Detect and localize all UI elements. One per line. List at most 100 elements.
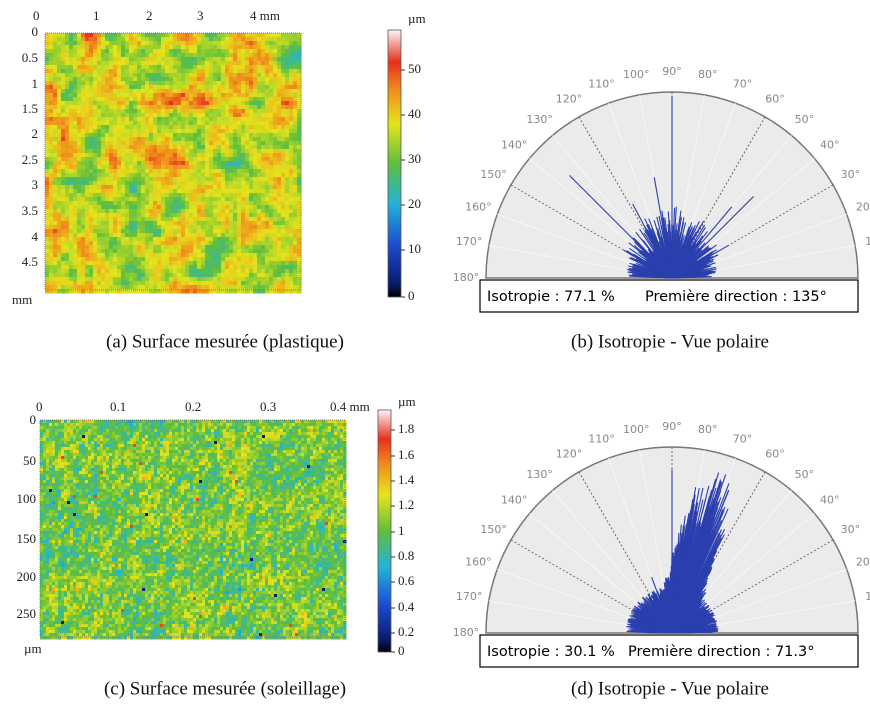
surface-cell (265, 289, 270, 294)
surface-cell (141, 149, 146, 154)
surface-cell (273, 101, 278, 106)
surface-cell (269, 149, 274, 154)
surface-cell (57, 205, 62, 210)
surface-cell (173, 173, 178, 178)
surface-cell (177, 217, 182, 222)
surface-cell (57, 257, 62, 262)
surface-cell (261, 37, 266, 42)
surface-cell (53, 149, 58, 154)
surface-cell (193, 281, 198, 286)
surface-cell (285, 165, 290, 170)
surface-cell (257, 129, 262, 134)
surface-cell (233, 205, 238, 210)
surface-cell (101, 97, 106, 102)
surface-cell (109, 229, 114, 234)
surface-cell (57, 277, 62, 282)
surface-cell (113, 153, 118, 158)
surface-cell (229, 277, 234, 282)
surface-cell (109, 77, 114, 82)
surface-cell (281, 97, 286, 102)
surface-cell (149, 197, 154, 202)
surface-cell (141, 129, 146, 134)
surface-cell (209, 277, 214, 282)
surface-cell (229, 145, 234, 150)
surface-cell (101, 269, 106, 274)
surface-cell (181, 113, 186, 118)
surface-cell (241, 273, 246, 278)
surface-cell (233, 241, 238, 246)
surface-cell (77, 33, 82, 38)
surface-cell (53, 81, 58, 86)
surface-cell (121, 201, 126, 206)
surface-cell (249, 233, 254, 238)
surface-cell (261, 137, 266, 142)
surface-cell (289, 109, 294, 114)
surface-cell (49, 189, 54, 194)
surface-cell (229, 213, 234, 218)
surface-cell (53, 289, 58, 294)
surface-cell (97, 217, 102, 222)
surface-cell (81, 65, 86, 70)
surface-cell (45, 173, 50, 178)
surface-cell (113, 237, 118, 242)
surface-cell (181, 173, 186, 178)
surface-cell (173, 161, 178, 166)
surface-cell (277, 173, 282, 178)
surface-cell (265, 93, 270, 98)
surface-cell (201, 173, 206, 178)
surface-cell (285, 221, 290, 226)
surface-cell (209, 121, 214, 126)
surface-cell (45, 37, 50, 42)
surface-cell (137, 41, 142, 46)
polar-grid (671, 116, 766, 279)
surface-cell (113, 173, 118, 178)
surface-cell (93, 257, 98, 262)
surface-cell (145, 201, 150, 206)
surface-cell (153, 141, 158, 146)
surface-cell (125, 249, 130, 254)
surface-cell (61, 145, 66, 150)
surface-cell (201, 289, 206, 294)
surface-cell (93, 241, 98, 246)
surface-cell (141, 41, 146, 46)
surface-cell (241, 189, 246, 194)
surface-cell (177, 33, 182, 38)
surface-cell (273, 109, 278, 114)
surface-cell (241, 105, 246, 110)
surface-cell (137, 173, 142, 178)
surface-cell (241, 261, 246, 266)
surface-cell (157, 53, 162, 58)
surface-cell (213, 233, 218, 238)
surface-cell (45, 149, 50, 154)
surface-cell (133, 221, 138, 226)
surface-cell (157, 241, 162, 246)
surface-cell (193, 257, 198, 262)
surface-cell (165, 185, 170, 190)
surface-cell (129, 65, 134, 70)
surface-cell (213, 145, 218, 150)
surface-cell (101, 237, 106, 242)
surface-cell (269, 133, 274, 138)
surface-cell (49, 225, 54, 230)
surface-cell (113, 205, 118, 210)
surface-cell (209, 245, 214, 250)
surface-cell (189, 145, 194, 150)
surface-cell (105, 77, 110, 82)
surface-cell (257, 245, 262, 250)
surface-cell (245, 153, 250, 158)
surface-cell (197, 49, 202, 54)
surface-cell (129, 113, 134, 118)
surface-cell (177, 189, 182, 194)
surface-cell (61, 269, 66, 274)
surface-cell (193, 89, 198, 94)
surface-cell (141, 241, 146, 246)
surface-cell (261, 57, 266, 62)
surface-cell (73, 237, 78, 242)
surface-cell (117, 201, 122, 206)
surface-cell (285, 109, 290, 114)
surface-cell (173, 85, 178, 90)
surface-cell (165, 261, 170, 266)
surface-cell (285, 269, 290, 274)
surface-cell (241, 205, 246, 210)
surface-cell (145, 265, 150, 270)
